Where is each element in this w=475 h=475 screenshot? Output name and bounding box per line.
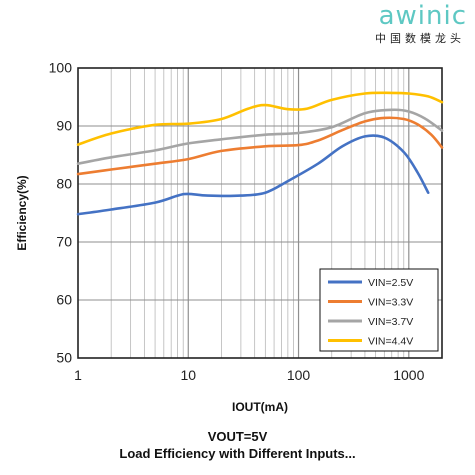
legend-label: VIN=2.5V (368, 277, 413, 289)
series-line-vin-4-4v (76, 91, 444, 146)
y-tick-label: 80 (56, 176, 72, 192)
series-line-vin-2-5v (76, 134, 430, 216)
caption-line-2: Load Efficiency with Different Inputs... (119, 446, 356, 461)
x-tick-label: 100 (287, 367, 311, 383)
y-tick-label: 60 (56, 292, 72, 308)
logo-wordmark: awinic (378, 1, 467, 31)
legend-label: VIN=3.3V (368, 297, 413, 309)
series-line-vin-3-7v (76, 108, 444, 165)
y-tick-labels: 50 60 70 80 90 100 (49, 60, 73, 366)
caption-line-1: VOUT=5V (207, 429, 268, 444)
logo-tagline: 中国数模龙头 (375, 32, 465, 45)
x-tick-label: 1000 (393, 367, 424, 383)
y-tick-label: 90 (56, 118, 72, 134)
series-lines (76, 91, 444, 216)
x-axis-label: IOUT(mA) (232, 400, 288, 414)
x-tick-labels: 1 10 100 1000 (74, 367, 424, 383)
legend: VIN=2.5V VIN=3.3V VIN=3.7V VIN=4.4V (319, 268, 439, 352)
y-axis-label: Efficiency(%) (15, 175, 29, 250)
y-tick-label: 70 (56, 234, 72, 250)
series-line-vin-3-3v (76, 116, 444, 176)
x-tick-label: 10 (180, 367, 196, 383)
x-tick-label: 1 (74, 367, 82, 383)
legend-label: VIN=4.4V (368, 336, 413, 348)
y-tick-label: 50 (56, 350, 72, 366)
legend-label: VIN=3.7V (368, 316, 413, 328)
awinic-logo: awinic 中国数模龙头 (337, 2, 467, 46)
y-tick-label: 100 (49, 60, 73, 76)
grid-lines (78, 68, 442, 358)
figure-caption: VOUT=5V Load Efficiency with Different I… (0, 428, 475, 462)
